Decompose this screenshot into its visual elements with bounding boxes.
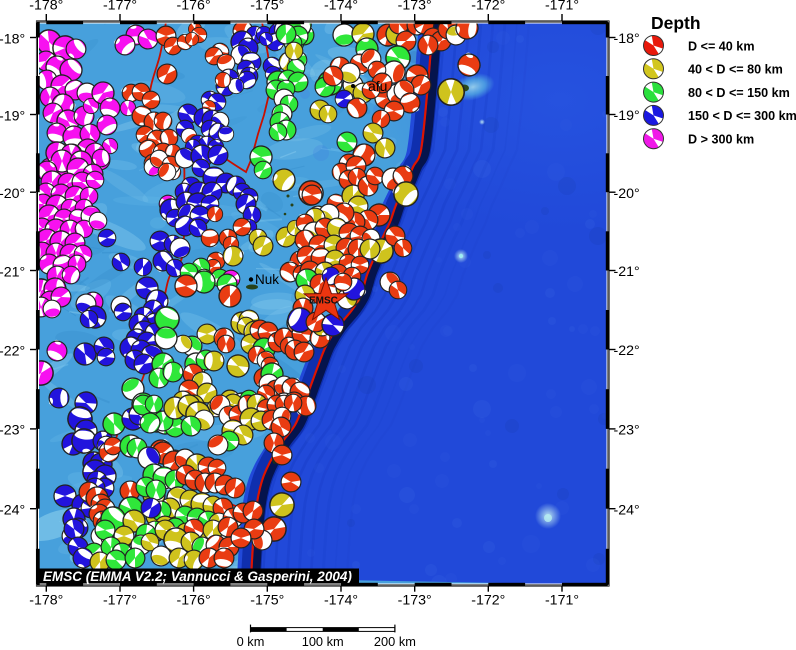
svg-text:200 km: 200 km [374,634,416,649]
svg-text:-174°: -174° [324,593,358,609]
svg-text:-173°: -173° [398,593,432,609]
svg-text:D > 300 km: D > 300 km [688,133,754,147]
svg-text:-178°: -178° [29,0,63,14]
svg-text:150 < D <= 300 km: 150 < D <= 300 km [688,109,796,123]
svg-text:-176°: -176° [177,593,211,609]
svg-text:-19°: -19° [614,108,640,124]
svg-text:-177°: -177° [103,0,137,14]
svg-text:0 km: 0 km [237,634,265,649]
svg-text:-21°: -21° [614,264,640,280]
svg-text:-175°: -175° [250,593,284,609]
svg-text:-18°: -18° [614,31,640,47]
svg-text:-23°: -23° [614,423,640,439]
svg-text:-21°: -21° [0,264,25,280]
svg-text:100 km: 100 km [302,634,344,649]
svg-text:80 < D <= 150 km: 80 < D <= 150 km [688,86,790,100]
svg-text:EMSC: EMSC [309,296,338,307]
svg-text:D <= 40 km: D <= 40 km [688,39,755,53]
svg-text:-19°: -19° [0,108,25,124]
svg-text:Nuk: Nuk [255,272,279,287]
svg-text:-24°: -24° [614,502,640,518]
svg-text:-178°: -178° [29,593,63,609]
svg-text:-171°: -171° [545,0,579,14]
svg-text:-20°: -20° [0,186,25,202]
svg-text:-22°: -22° [614,343,640,359]
svg-text:-22°: -22° [0,343,25,359]
svg-text:-18°: -18° [0,31,25,47]
svg-text:Depth: Depth [651,13,701,33]
svg-text:-173°: -173° [398,0,432,14]
svg-text:-23°: -23° [0,423,25,439]
svg-text:-172°: -172° [471,0,505,14]
svg-text:-20°: -20° [614,186,640,202]
svg-text:-174°: -174° [324,0,358,14]
svg-text:40 < D <= 80 km: 40 < D <= 80 km [688,63,783,77]
svg-text:-177°: -177° [103,593,137,609]
svg-text:-171°: -171° [545,593,579,609]
svg-text:-172°: -172° [471,593,505,609]
svg-text:-176°: -176° [177,0,211,14]
svg-text:-175°: -175° [250,0,284,14]
svg-text:afu: afu [368,78,387,94]
svg-text:EMSC (EMMA V2.2; Vannucci & Ga: EMSC (EMMA V2.2; Vannucci & Gasperini, 2… [43,569,352,584]
svg-text:-24°: -24° [0,503,25,519]
